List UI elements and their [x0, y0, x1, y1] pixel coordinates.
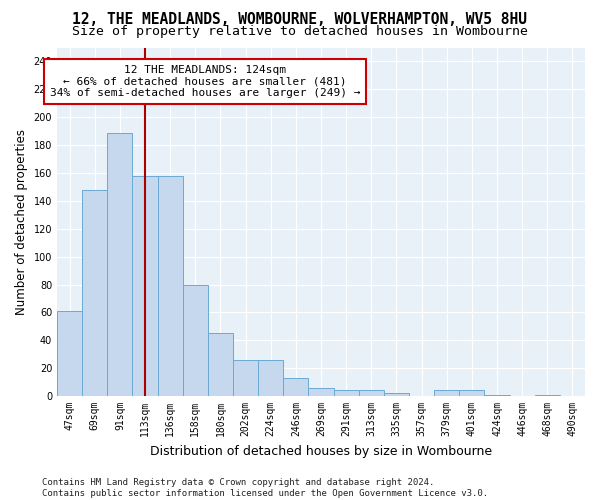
Text: Size of property relative to detached houses in Wombourne: Size of property relative to detached ho…	[72, 25, 528, 38]
Bar	[384, 394, 409, 396]
Bar	[359, 390, 384, 396]
Y-axis label: Number of detached properties: Number of detached properties	[15, 129, 28, 315]
X-axis label: Distribution of detached houses by size in Wombourne: Distribution of detached houses by size …	[150, 444, 492, 458]
Bar	[133, 176, 158, 396]
Bar	[82, 190, 107, 396]
Bar	[334, 390, 359, 396]
Bar	[233, 360, 258, 396]
Text: Contains HM Land Registry data © Crown copyright and database right 2024.
Contai: Contains HM Land Registry data © Crown c…	[42, 478, 488, 498]
Bar	[258, 360, 283, 396]
Bar	[158, 176, 183, 396]
Bar	[535, 394, 560, 396]
Bar	[434, 390, 459, 396]
Bar	[459, 390, 484, 396]
Text: 12, THE MEADLANDS, WOMBOURNE, WOLVERHAMPTON, WV5 8HU: 12, THE MEADLANDS, WOMBOURNE, WOLVERHAMP…	[73, 12, 527, 28]
Bar	[208, 334, 233, 396]
Bar	[484, 394, 509, 396]
Text: 12 THE MEADLANDS: 124sqm
← 66% of detached houses are smaller (481)
34% of semi-: 12 THE MEADLANDS: 124sqm ← 66% of detach…	[50, 65, 360, 98]
Bar	[308, 388, 334, 396]
Bar	[57, 311, 82, 396]
Bar	[283, 378, 308, 396]
Bar	[107, 132, 133, 396]
Bar	[183, 284, 208, 396]
